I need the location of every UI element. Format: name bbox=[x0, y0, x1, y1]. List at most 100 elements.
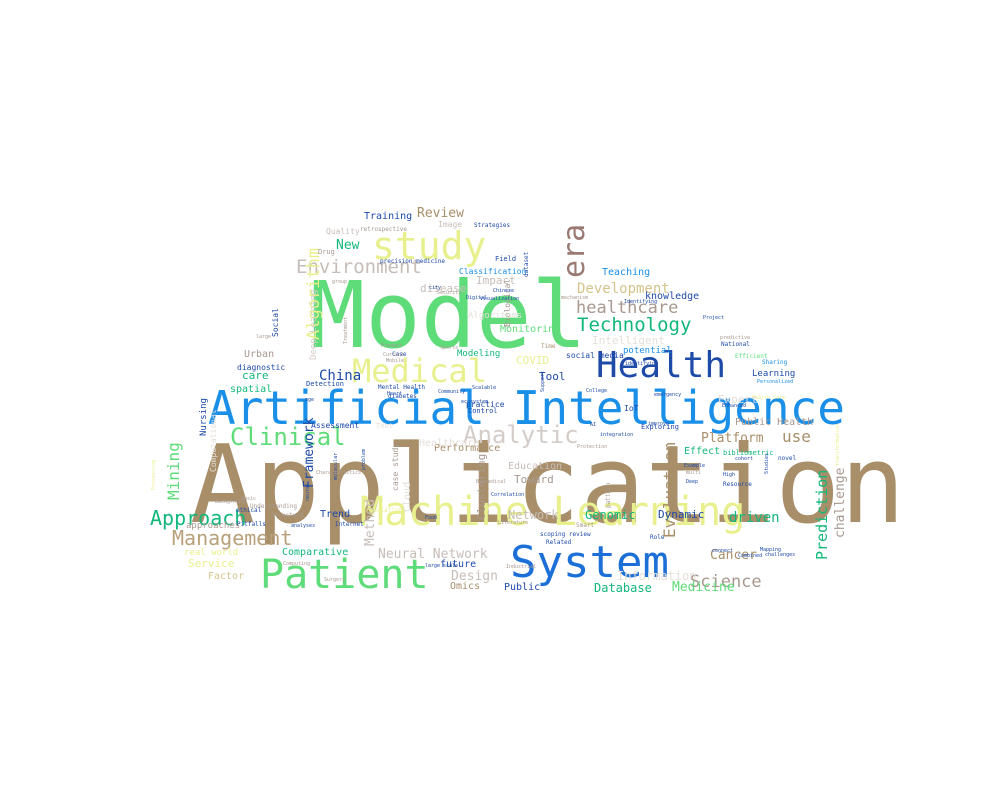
cloud-word: disease bbox=[420, 282, 467, 295]
cloud-word: Teaching bbox=[602, 267, 651, 278]
cloud-word: scoping review bbox=[540, 531, 591, 538]
cloud-word: Clinical bbox=[230, 423, 346, 451]
cloud-word: mechanism bbox=[561, 295, 589, 301]
cloud-word: Performance bbox=[434, 443, 501, 454]
cloud-word: ethical bbox=[236, 507, 262, 514]
cloud-word: College bbox=[586, 388, 608, 394]
cloud-word: large scale bbox=[425, 563, 459, 569]
cloud-word: Control bbox=[468, 407, 498, 415]
cloud-word: Sharing bbox=[762, 359, 788, 366]
cloud-word: Pitfalls bbox=[237, 521, 266, 528]
cloud-word: Factor bbox=[208, 571, 245, 582]
cloud-word: Current bbox=[383, 352, 405, 358]
cloud-word: Surgery bbox=[324, 577, 346, 583]
cloud-word: novel bbox=[778, 455, 797, 462]
cloud-word: Modeling bbox=[457, 349, 501, 359]
cloud-word: Mobile bbox=[386, 358, 405, 364]
cloud-word: Effect bbox=[684, 446, 721, 457]
cloud-word: China bbox=[319, 368, 362, 384]
cloud-word: Heart bbox=[387, 391, 403, 397]
cloud-word: emergency bbox=[654, 392, 682, 398]
cloud-word: challenges bbox=[765, 552, 796, 558]
cloud-word: Studies bbox=[764, 452, 770, 474]
cloud-word: Digital bbox=[466, 295, 488, 301]
cloud-word: care bbox=[242, 369, 269, 382]
cloud-word: Field bbox=[495, 255, 517, 263]
cloud-word: Learning bbox=[752, 369, 796, 379]
cloud-word: Dynamic bbox=[658, 508, 705, 521]
cloud-word: practice bbox=[466, 400, 505, 409]
cloud-word: Network bbox=[508, 508, 559, 522]
cloud-word: Prediction bbox=[813, 469, 831, 560]
cloud-word: Machine Learning bbox=[360, 489, 746, 535]
cloud-word: Evaluation bbox=[660, 441, 679, 538]
cloud-word: Enhanced bbox=[722, 403, 747, 409]
cloud-word: Text bbox=[376, 422, 393, 430]
cloud-word: COVID bbox=[516, 354, 550, 367]
cloud-word: Mapping bbox=[760, 547, 782, 553]
cloud-word: Resource bbox=[723, 481, 752, 488]
cloud-word: Support bbox=[540, 370, 546, 392]
cloud-word: Information bbox=[617, 569, 697, 583]
cloud-word: multi bbox=[686, 470, 702, 476]
cloud-word: Review bbox=[417, 206, 464, 221]
cloud-word: New bbox=[336, 238, 360, 253]
cloud-word: precision medicine bbox=[380, 258, 446, 265]
cloud-word: Application bbox=[190, 423, 906, 548]
cloud-word: study bbox=[372, 224, 487, 268]
cloud-word: Model bbox=[310, 262, 587, 369]
cloud-word: neural bbox=[305, 482, 311, 501]
cloud-word: large bbox=[256, 334, 272, 340]
cloud-word: Assessment bbox=[311, 421, 360, 430]
cloud-word: System bbox=[510, 537, 669, 588]
cloud-word: Population bbox=[366, 507, 403, 514]
cloud-word: Example bbox=[684, 463, 706, 469]
cloud-word: Mental Health bbox=[378, 384, 425, 391]
cloud-word: Management bbox=[172, 526, 293, 550]
cloud-word: Computing bbox=[283, 561, 311, 567]
cloud-word: approaches bbox=[186, 521, 241, 531]
cloud-word: social media bbox=[566, 351, 624, 360]
cloud-word: group bbox=[332, 279, 348, 285]
cloud-word: Nursing bbox=[199, 398, 209, 436]
cloud-word: Computational bbox=[209, 409, 218, 472]
cloud-word: Time bbox=[541, 343, 556, 350]
cloud-word: Product bbox=[381, 343, 403, 349]
cloud-word: Algorithms bbox=[468, 311, 523, 321]
cloud-word: real world bbox=[184, 548, 239, 558]
cloud-word: Quality bbox=[326, 227, 360, 236]
cloud-word: Identifying bbox=[624, 299, 658, 305]
cloud-word: improve bbox=[648, 421, 670, 427]
cloud-word: case study bbox=[391, 442, 400, 491]
cloud-word: Medical bbox=[352, 352, 487, 390]
cloud-word: Comparative bbox=[282, 547, 349, 558]
cloud-word: dataset bbox=[523, 251, 530, 277]
cloud-word: AI bbox=[590, 422, 597, 428]
cloud-word: Internet bbox=[335, 521, 364, 528]
cloud-word: Education bbox=[508, 461, 563, 472]
cloud-word: knowledge bbox=[645, 291, 700, 302]
cloud-word: visualization bbox=[480, 296, 520, 302]
cloud-word: Impact bbox=[476, 274, 516, 287]
cloud-word: age bbox=[305, 397, 315, 403]
cloud-word: National bbox=[721, 341, 750, 348]
cloud-word: Classification bbox=[459, 267, 527, 276]
cloud-word: integration bbox=[600, 432, 634, 438]
cloud-word: Strategies bbox=[474, 222, 511, 229]
cloud-word: Personalized bbox=[757, 379, 794, 385]
cloud-word: Literature bbox=[498, 520, 529, 526]
cloud-word: Background bbox=[215, 499, 246, 505]
cloud-word: Database bbox=[594, 581, 652, 595]
cloud-word: Development bbox=[577, 281, 670, 297]
cloud-word: ecosystem bbox=[461, 399, 489, 405]
cloud-word: identifying bbox=[625, 361, 659, 367]
cloud-word: Public bbox=[504, 582, 541, 593]
cloud-word: Service bbox=[188, 557, 235, 570]
cloud-word: retrospective bbox=[360, 226, 407, 233]
cloud-word: Omics bbox=[450, 581, 481, 592]
cloud-word: Drug bbox=[318, 248, 335, 256]
cloud-word: Chinese bbox=[493, 288, 515, 294]
cloud-word: transformation bbox=[835, 423, 841, 466]
cloud-word: Intelligent bbox=[592, 334, 665, 347]
